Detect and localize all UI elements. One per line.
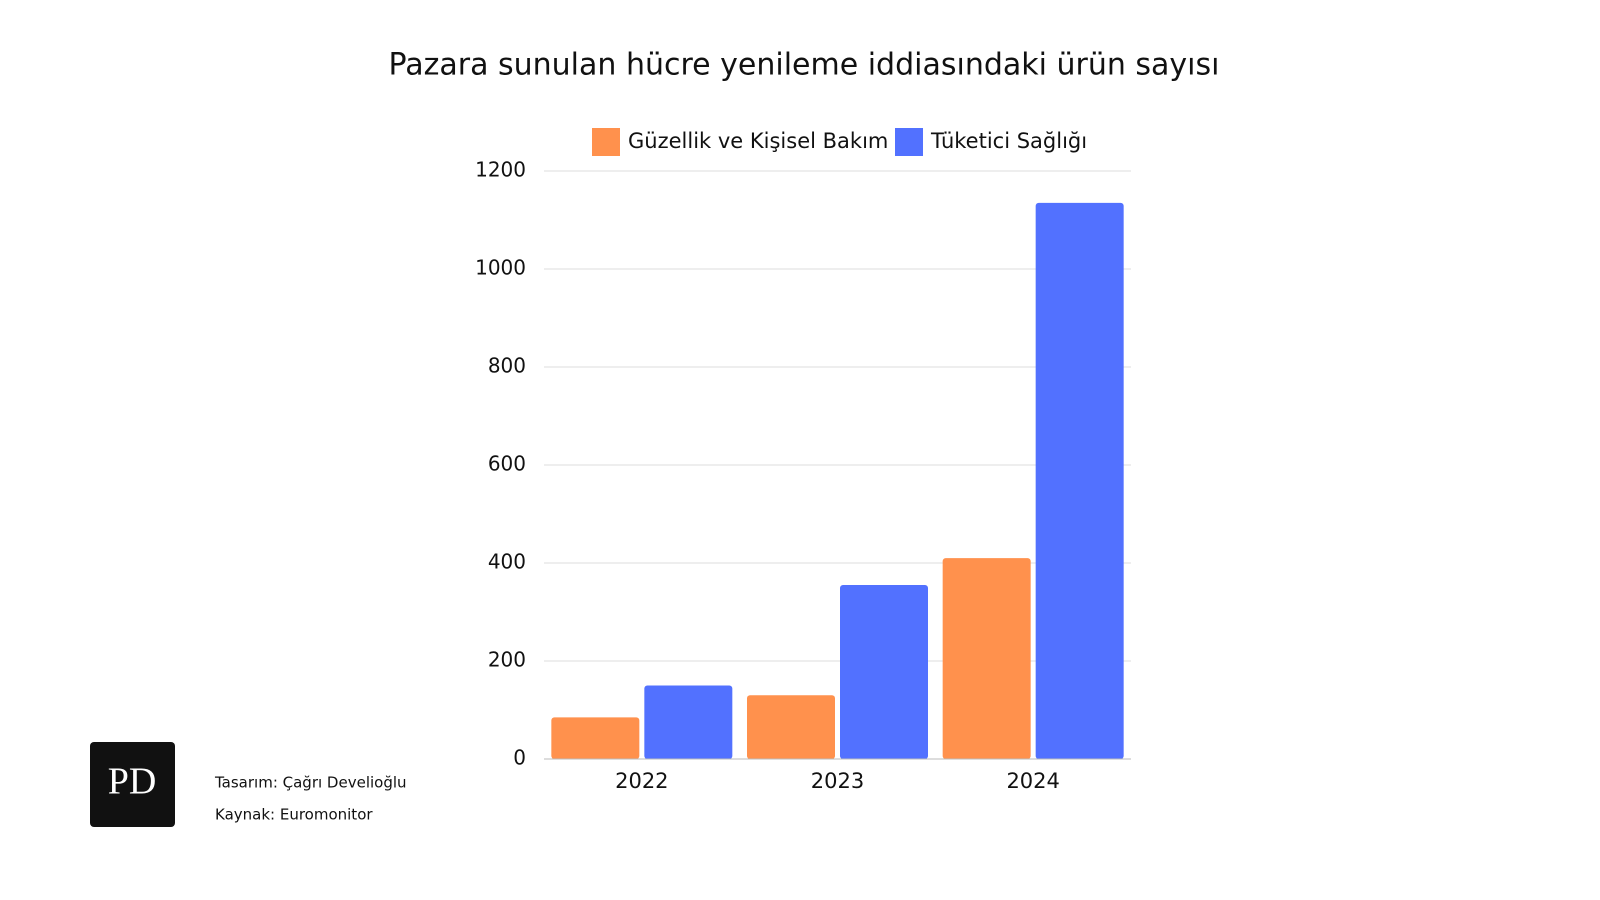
source: Kaynak: Euromonitor [215, 806, 373, 824]
x-tick-label: 2024 [1006, 769, 1059, 793]
y-tick-label: 200 [488, 648, 526, 672]
y-tick-label: 800 [488, 354, 526, 378]
y-tick-label: 0 [513, 746, 526, 770]
y-tick-label: 1200 [475, 158, 526, 182]
bar [840, 585, 928, 759]
bar [942, 558, 1031, 759]
bar [1035, 202, 1124, 760]
chart-title: Pazara sunulan hücre yenileme iddiasında… [389, 48, 1220, 83]
legend-label: Güzellik ve Kişisel Bakım [628, 129, 888, 153]
bar [747, 695, 835, 759]
x-tick-label: 2023 [811, 769, 864, 793]
credit: Tasarım: Çağrı Develioğlu [214, 774, 407, 792]
legend-swatch [895, 128, 923, 156]
legend-swatch [592, 128, 620, 156]
logo: PD [108, 761, 157, 803]
legend-label: Tüketici Sağlığı [930, 129, 1087, 153]
y-tick-label: 400 [488, 550, 526, 574]
bar [644, 685, 733, 759]
x-tick-label: 2022 [615, 769, 668, 793]
logo-box [90, 742, 175, 827]
y-tick-label: 1000 [475, 256, 526, 280]
bar [551, 717, 640, 759]
y-tick-label: 600 [488, 452, 526, 476]
